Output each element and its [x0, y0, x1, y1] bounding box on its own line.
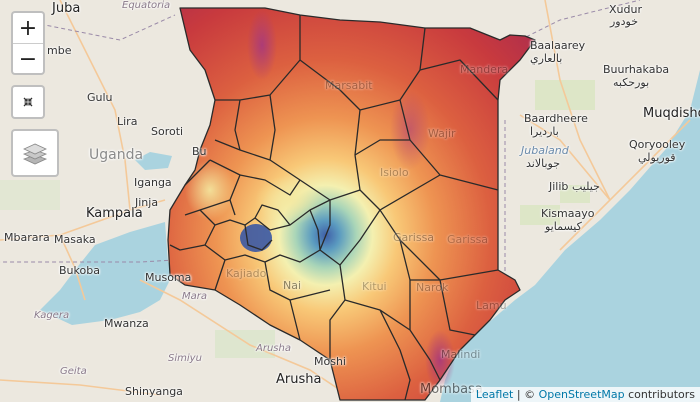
label-buurhakaba-ar: بورحكبه	[613, 76, 650, 89]
label-narok: Narok	[416, 281, 449, 294]
label-qoryooley-ar: قوريولي	[638, 151, 676, 164]
label-soroti: Soroti	[151, 125, 184, 138]
label-marsabit: Marsabit	[325, 79, 373, 92]
label-juba: Juba	[52, 1, 81, 16]
label-arusha-region: Arusha	[256, 343, 291, 354]
heatmap-hotspot	[185, 160, 235, 220]
heatmap-hotspot	[390, 90, 430, 170]
label-masaka: Masaka	[54, 233, 96, 246]
label-equatoria: Equatoria	[122, 0, 171, 11]
green-area	[0, 180, 60, 210]
label-jilib: Jilib	[549, 180, 569, 193]
label-kismaayo: Kismaayo	[541, 207, 595, 220]
attribution: Leaflet | © OpenStreetMap contributors	[470, 387, 700, 402]
osm-link[interactable]: OpenStreetMap	[538, 388, 625, 401]
label-lamu: Lamu	[476, 299, 507, 312]
label-nairobi: Nai	[283, 279, 302, 292]
label-uganda: Uganda	[89, 147, 144, 163]
label-isiolo: Isiolo	[380, 166, 409, 179]
layers-icon	[22, 143, 48, 165]
label-garissa: Garissa	[393, 231, 435, 244]
attribution-contributors: contributors	[624, 388, 695, 401]
label-jinja: Jinja	[135, 196, 159, 209]
country-borders	[0, 0, 641, 285]
county-boundaries	[167, 7, 536, 401]
label-lira: Lira	[117, 115, 138, 128]
label-kampala: Kampala	[86, 206, 143, 221]
label-wajir: Wajir	[428, 127, 456, 140]
label-kismaayo-ar: كيسمايو	[545, 220, 582, 233]
label-shinyanga: Shinyanga	[125, 385, 183, 398]
label-garissa-2: Garissa	[447, 233, 489, 246]
label-jubaland: Jubaland	[521, 144, 569, 157]
label-kajiado: Kajiado	[226, 267, 267, 280]
label-mara: Mara	[182, 291, 207, 302]
label-moshi: Moshi	[314, 355, 346, 368]
attribution-separator: | ©	[513, 388, 539, 401]
label-baalaarey: Baalaarey	[530, 39, 586, 52]
label-mbarara: Mbarara	[4, 231, 50, 244]
label-mombasa: Mombasa	[420, 382, 483, 397]
label-xudur-ar: خودور	[610, 15, 639, 28]
label-kagera: Kagera	[34, 310, 70, 321]
reset-view-button[interactable]	[11, 85, 45, 119]
zoom-in-button[interactable]: +	[13, 13, 43, 44]
label-jilib-ar: جيليب	[572, 180, 600, 193]
label-musoma: Musoma	[145, 271, 192, 284]
zoom-out-button[interactable]: −	[18, 46, 38, 72]
lake-victoria	[40, 222, 175, 325]
leaflet-link[interactable]: Leaflet	[475, 388, 514, 401]
label-malindi: Malindi	[441, 348, 481, 361]
reset-view-icon	[23, 97, 33, 107]
label-jubaland-ar: جوبالاند	[526, 157, 561, 170]
green-area	[215, 330, 275, 358]
label-mwanza: Mwanza	[104, 317, 149, 330]
indian-ocean	[440, 70, 700, 402]
heatmap-hotspot	[255, 175, 325, 225]
heatmap-hotspot	[425, 330, 455, 390]
label-bukoba: Bukoba	[59, 264, 100, 277]
roads	[0, 0, 691, 396]
label-kitui: Kitui	[362, 280, 387, 293]
label-iganga: Iganga	[134, 176, 172, 189]
kenya-heatmap-layer[interactable]	[168, 8, 535, 400]
label-arusha: Arusha	[276, 372, 322, 387]
label-qoryooley: Qoryooley	[629, 138, 686, 151]
label-simiyu: Simiyu	[168, 353, 202, 364]
label-mbe: mbe	[47, 44, 72, 57]
layers-control-button[interactable]	[11, 129, 59, 177]
label-baardheere: Baardheere	[524, 112, 588, 125]
label-gulu: Gulu	[87, 91, 113, 104]
green-area	[520, 205, 560, 225]
label-baalaarey-ar: بالعاري	[530, 52, 563, 65]
lake-kyoga	[135, 152, 172, 170]
label-muqdisho: Muqdisho	[643, 106, 700, 121]
label-bu: Bu	[192, 145, 207, 158]
label-buurhakaba: Buurhakaba	[603, 63, 670, 76]
label-geita: Geita	[60, 366, 87, 377]
label-mandera: Mandera	[460, 63, 509, 76]
heatmap-hotspot	[247, 10, 277, 80]
label-xudur: Xudur	[609, 3, 642, 16]
label-baardheere-ar: باردیرا	[530, 125, 559, 138]
zoom-control: + −	[11, 11, 45, 75]
green-area	[560, 185, 590, 203]
